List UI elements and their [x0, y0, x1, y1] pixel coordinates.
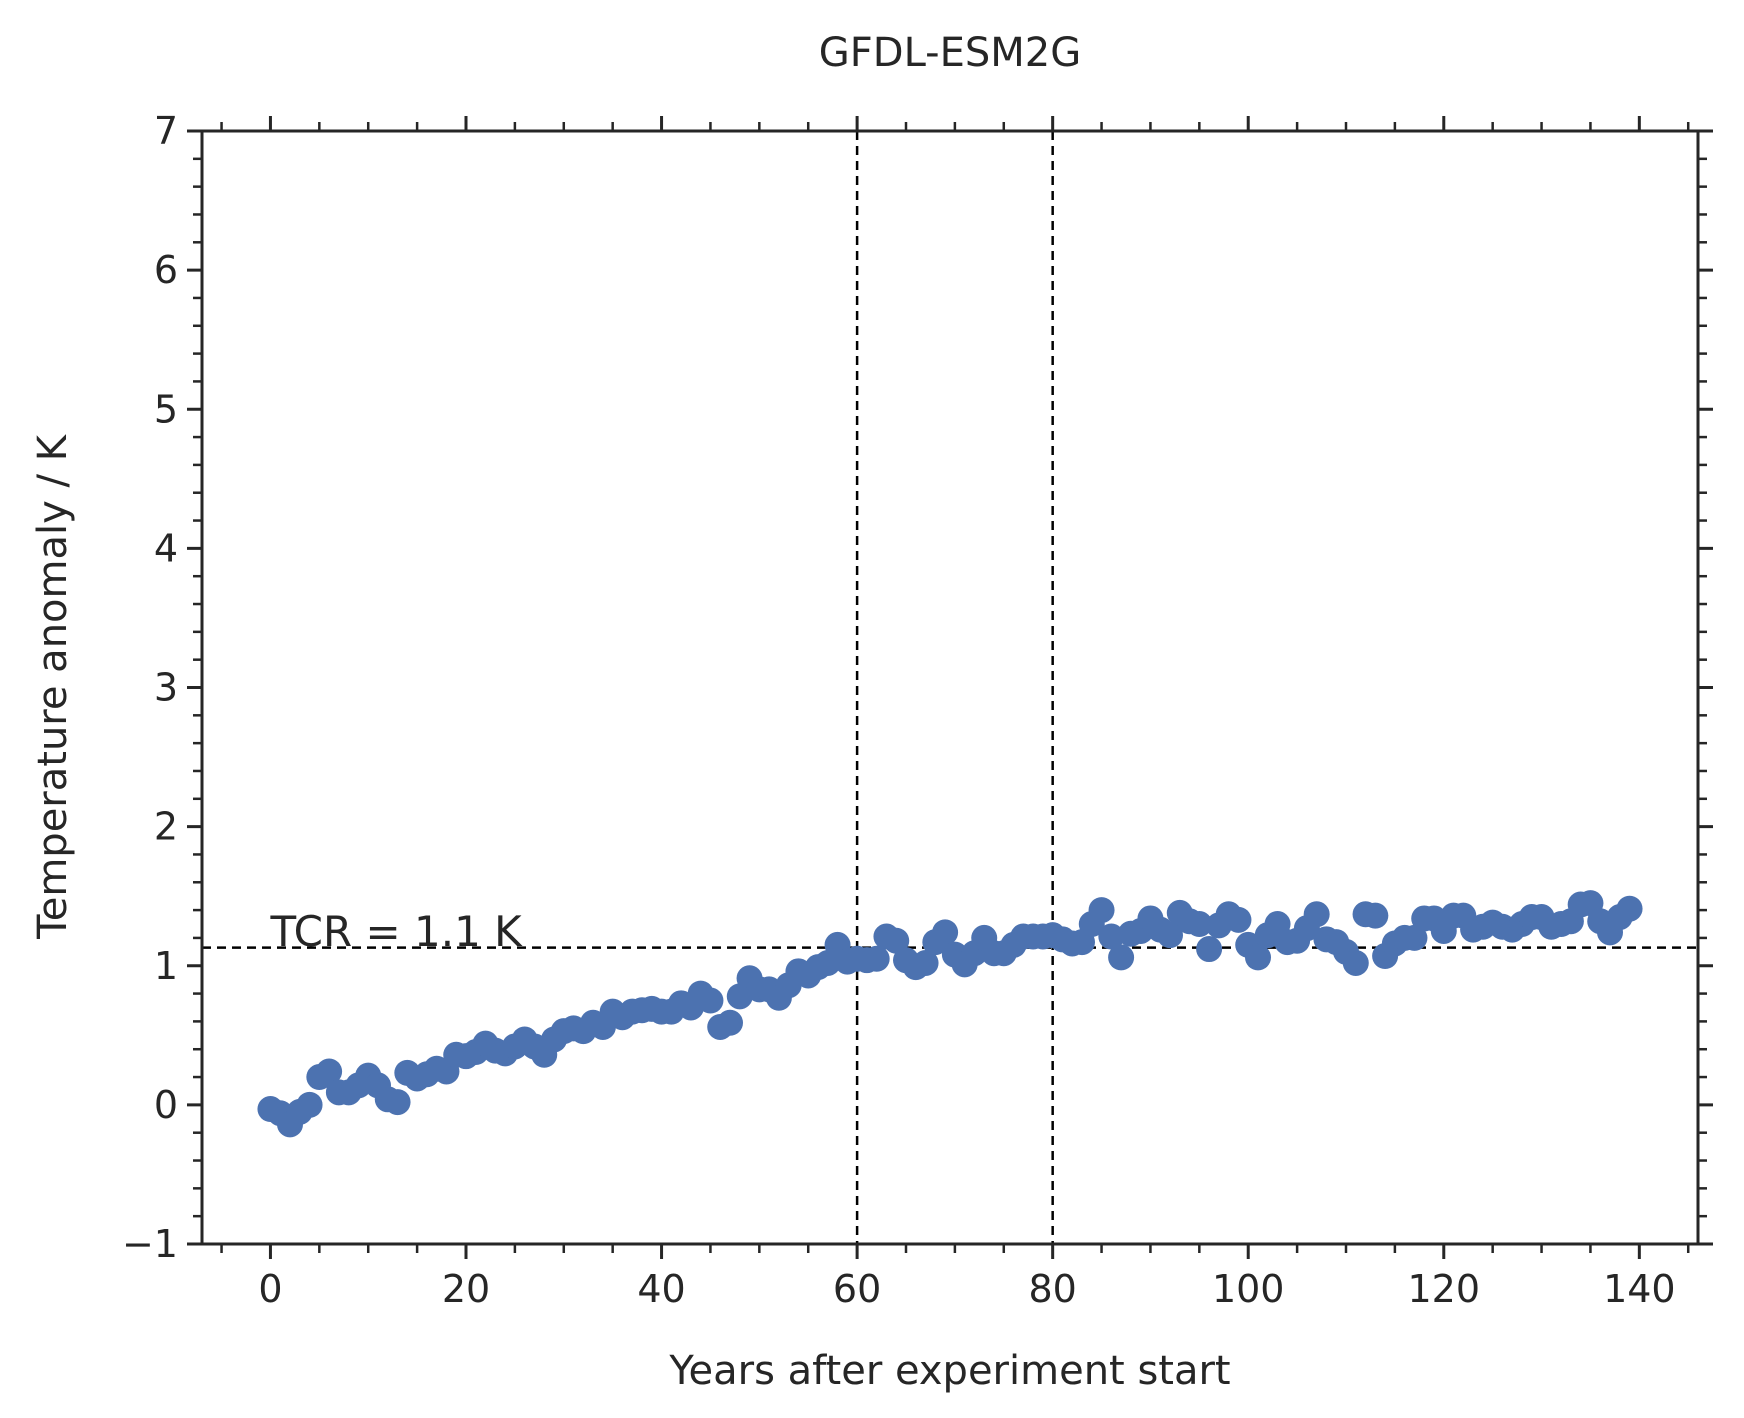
y-tick-label: 6 [154, 248, 178, 292]
data-point [697, 987, 724, 1014]
data-points [257, 890, 1643, 1138]
data-point [1225, 906, 1252, 933]
x-tick-label: 140 [1603, 1267, 1676, 1311]
tcr-annotation: TCR = 1.1 K [269, 907, 523, 956]
chart-title: GFDL-ESM2G [819, 30, 1081, 76]
reference-lines [202, 131, 1698, 1244]
data-point [1303, 901, 1330, 928]
data-point [1098, 923, 1125, 950]
x-tick-label: 20 [442, 1267, 490, 1311]
x-tick-label: 100 [1212, 1267, 1285, 1311]
data-point [316, 1058, 343, 1085]
y-tick-label: −1 [122, 1222, 178, 1266]
data-point [912, 949, 939, 976]
data-point [1616, 895, 1643, 922]
x-tick-label: 120 [1408, 1267, 1481, 1311]
data-point [863, 945, 890, 972]
data-point [1362, 902, 1389, 929]
y-tick-label: 7 [154, 109, 178, 153]
data-point [1088, 897, 1115, 924]
data-point [932, 919, 959, 946]
y-tick-label: 5 [154, 387, 178, 431]
data-point [1342, 949, 1369, 976]
data-point [1108, 944, 1135, 971]
data-point [1245, 944, 1271, 971]
data-point [384, 1089, 411, 1116]
data-point [1196, 936, 1223, 963]
axis-ticks: 0 20 40 60 80 100 120 140 −1 0 1 2 3 4 5 6 7 [122, 109, 1713, 1311]
y-tick-label: 4 [154, 526, 178, 570]
data-point [1157, 922, 1183, 949]
y-tick-label: 1 [154, 944, 178, 988]
data-point [883, 927, 910, 954]
x-tick-label: 40 [637, 1267, 685, 1311]
y-tick-label: 2 [154, 805, 178, 849]
x-tick-label: 60 [833, 1267, 881, 1311]
data-point [717, 1009, 743, 1036]
plot-frame [200, 129, 1700, 1246]
x-tick-label: 80 [1028, 1267, 1076, 1311]
data-point [1401, 924, 1428, 951]
x-tick-label: 0 [258, 1267, 282, 1311]
data-point [296, 1091, 323, 1118]
data-point [1186, 911, 1213, 938]
y-axis-label: Temperature anomaly / K [30, 433, 76, 940]
x-axis-label: Years after experiment start [668, 1348, 1230, 1394]
y-tick-label: 3 [154, 666, 178, 710]
y-tick-label: 0 [154, 1083, 178, 1127]
